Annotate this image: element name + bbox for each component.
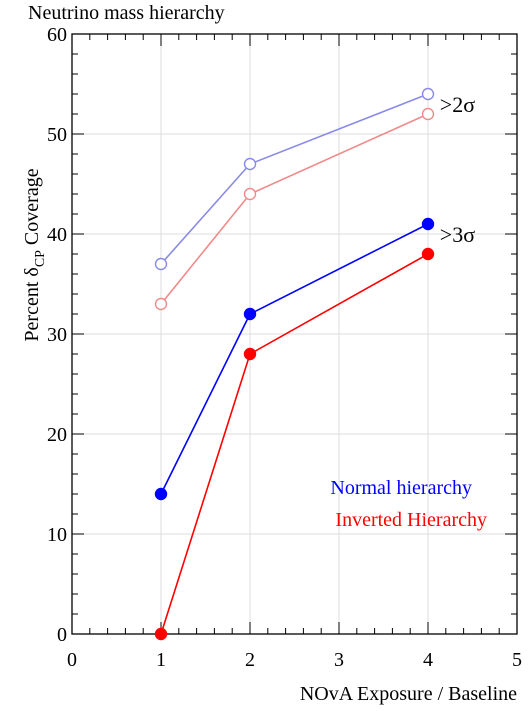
data-point bbox=[421, 217, 435, 231]
significance-label: >3σ bbox=[440, 222, 475, 247]
significance-label: >2σ bbox=[440, 92, 475, 117]
series-inverted-3sigma bbox=[154, 247, 435, 641]
data-point bbox=[243, 307, 257, 321]
data-point bbox=[421, 87, 435, 101]
series-normal-2sigma bbox=[154, 87, 435, 271]
data-point bbox=[243, 157, 257, 171]
series-line bbox=[160, 223, 429, 495]
data-point bbox=[154, 257, 168, 271]
y-tick-label: 30 bbox=[47, 324, 67, 346]
y-axis-title: Percent δCP Coverage bbox=[21, 168, 48, 341]
x-tick-label: 1 bbox=[156, 649, 166, 671]
data-point bbox=[154, 297, 168, 311]
series-normal-3sigma bbox=[154, 217, 435, 501]
y-axis-title-suffix: Coverage bbox=[21, 168, 43, 250]
x-tick-label: 3 bbox=[334, 649, 344, 671]
annotations: >2σ >3σ bbox=[440, 92, 475, 247]
data-point bbox=[421, 247, 435, 261]
y-tick-label: 20 bbox=[47, 424, 67, 446]
data-point bbox=[243, 347, 257, 361]
y-axis-title-sub: CP bbox=[33, 250, 48, 267]
series-layer bbox=[154, 87, 435, 641]
legend-entry-normal: Normal hierarchy bbox=[330, 477, 472, 499]
y-axis-title-prefix: Percent δ bbox=[21, 267, 43, 341]
x-tick-label: 0 bbox=[67, 649, 77, 671]
chart-title: Neutrino mass hierarchy bbox=[28, 2, 225, 24]
grid bbox=[72, 34, 517, 634]
y-tick-label: 60 bbox=[47, 24, 67, 46]
y-tick-labels: 0 10 20 30 40 50 60 bbox=[47, 24, 67, 646]
series-line bbox=[160, 113, 429, 305]
ticks bbox=[71, 33, 518, 635]
x-axis-title: NOvA Exposure / Baseline bbox=[300, 683, 517, 705]
series-line bbox=[160, 93, 429, 265]
series-line bbox=[160, 253, 429, 635]
y-tick-label: 40 bbox=[47, 224, 67, 246]
data-point bbox=[243, 187, 257, 201]
legend-entry-inverted: Inverted Hierarchy bbox=[335, 509, 487, 531]
series-inverted-2sigma bbox=[154, 107, 435, 311]
y-tick-label: 0 bbox=[57, 624, 67, 646]
y-tick-label: 10 bbox=[47, 524, 67, 546]
data-point bbox=[154, 627, 168, 641]
x-tick-label: 2 bbox=[245, 649, 255, 671]
data-point bbox=[154, 487, 168, 501]
y-tick-label: 50 bbox=[47, 124, 67, 146]
data-point bbox=[421, 107, 435, 121]
x-tick-label: 4 bbox=[423, 649, 433, 671]
x-tick-labels: 0 1 2 3 4 5 bbox=[67, 649, 522, 671]
x-tick-label: 5 bbox=[512, 649, 522, 671]
legend: Normal hierarchy Inverted Hierarchy bbox=[330, 477, 487, 531]
